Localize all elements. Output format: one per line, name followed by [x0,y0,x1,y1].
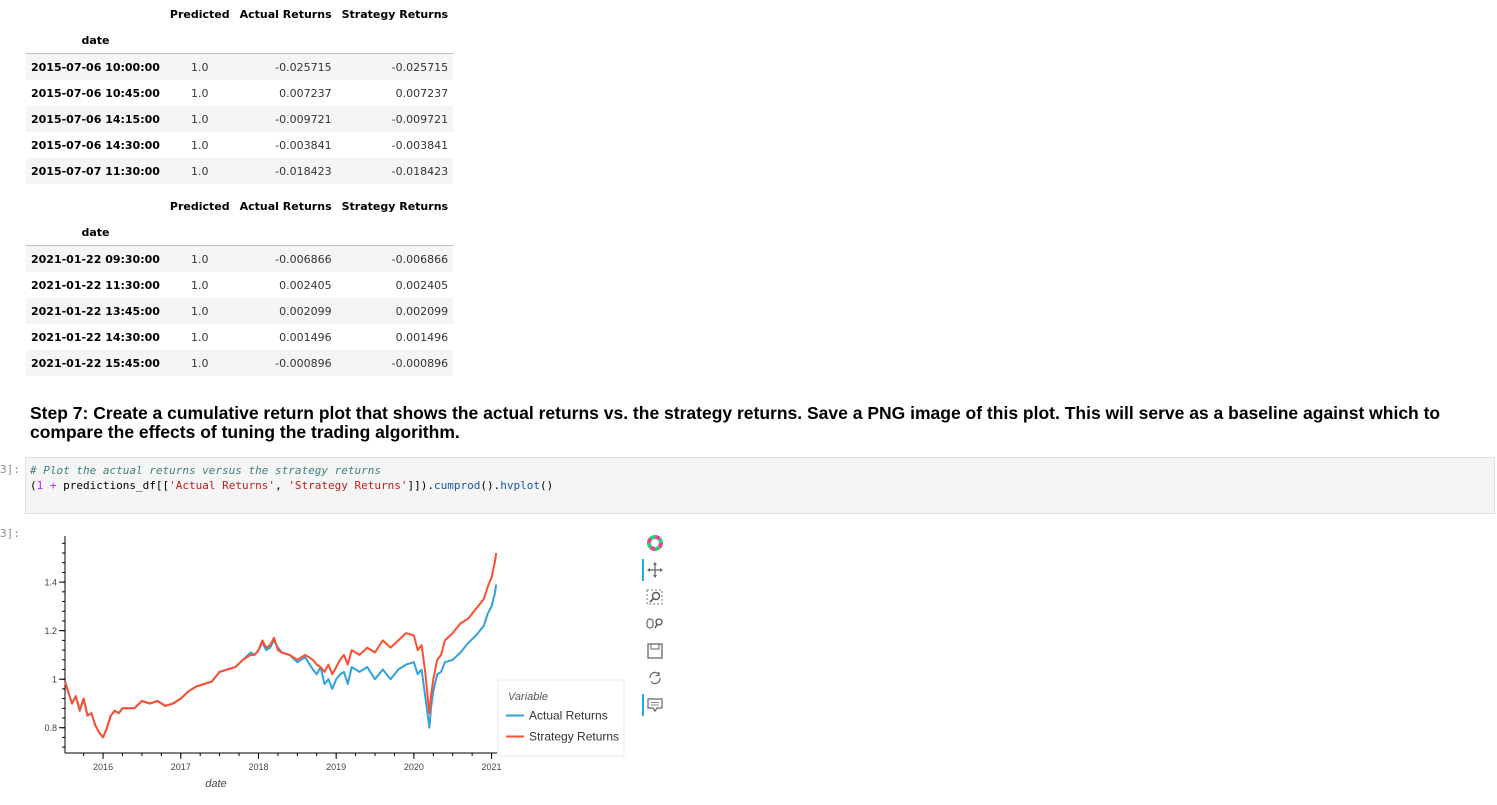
cell-strategy: 0.002099 [395,304,449,318]
cell-strategy: -0.025715 [391,60,449,74]
code-line: (1 + predictions_df[['Actual Returns', '… [30,479,554,492]
code-comment: # Plot the actual returns versus the str… [30,464,381,477]
cell-actual: 0.002405 [279,278,332,292]
cell-actual: 0.007237 [279,86,332,100]
cell-strategy: -0.006866 [391,252,449,266]
index-name-row: date [26,219,454,246]
table-row: 2021-01-22 11:30:00 1.0 0.002405 0.00240… [26,272,453,298]
table-row: 2021-01-22 09:30:00 1.0 -0.006866 -0.006… [26,245,454,272]
legend-box [497,679,625,757]
series-line-strategy-returns [64,552,498,739]
reset-icon[interactable] [642,667,670,689]
chart-axes: 0.8 1 1.2 1.4 2016 2017 2018 2019 2020 2021 date [44,536,502,790]
table-header-row: Predicted Actual Returns Strategy Return… [26,1,453,27]
column-header: Actual Returns [239,199,332,213]
row-index: 2021-01-22 15:45:00 [31,356,160,370]
cell-predicted: 1.0 [191,278,209,292]
row-index: 2015-07-06 10:45:00 [31,86,160,100]
cell-predicted: 1.0 [191,304,209,318]
cell-actual: -0.025715 [275,60,332,74]
cell-predicted: 1.0 [191,60,209,74]
y-tick-label: 1.4 [44,578,57,588]
x-tick-label: 2019 [326,762,346,772]
column-header: Predicted [169,7,230,21]
cell-predicted: 1.0 [191,252,209,266]
cumulative-returns-chart[interactable]: 0.8 1 1.2 1.4 2016 2017 2018 2019 2020 2021 date V… [0,520,640,802]
box-zoom-icon[interactable] [642,586,670,608]
series-line-actual-returns [64,584,498,739]
index-name-row: date [26,27,454,54]
table-row: 2015-07-06 10:00:00 1.0 -0.025715 -0.025… [26,53,454,80]
table-row: 2015-07-06 14:15:00 1.0 -0.009721 -0.009… [26,106,454,132]
index-name: date [26,27,165,54]
bokeh-logo-icon[interactable] [642,532,670,554]
cell-strategy: -0.009721 [391,112,449,126]
cell-strategy: 0.001496 [395,330,449,344]
x-tick-label: 2016 [93,762,113,772]
cell-predicted: 1.0 [191,356,209,370]
table-row: 2021-01-22 13:45:00 1.0 0.002099 0.00209… [26,298,454,324]
y-tick-label: 1.2 [44,626,57,636]
x-tick-label: 2017 [171,762,191,772]
input-prompt: 3]: [0,463,20,476]
row-index: 2021-01-22 14:30:00 [31,330,160,344]
legend-title: Variable [508,691,548,703]
cell-predicted: 1.0 [191,138,209,152]
row-index: 2015-07-06 14:15:00 [31,112,160,126]
chart-legend[interactable]: Variable Actual Returns Strategy Returns [497,679,625,757]
table-row: 2015-07-07 11:30:00 1.0 -0.018423 -0.018… [26,158,454,184]
table-row: 2015-07-06 10:45:00 1.0 0.007237 0.00723… [26,80,453,106]
step-7-heading: Step 7: Create a cumulative return plot … [30,403,1441,442]
column-header: Actual Returns [239,7,332,21]
cell-actual: 0.002099 [279,304,332,318]
cell-strategy: -0.018423 [391,164,449,178]
pan-icon[interactable] [642,559,670,581]
index-name: date [26,219,165,246]
cell-actual: -0.003841 [275,138,332,152]
table-row: 2021-01-22 14:30:00 1.0 0.001496 0.00149… [26,324,453,350]
legend-item-label: Actual Returns [529,709,608,723]
y-tick-label: 0.8 [44,723,57,733]
table-row: 2021-01-22 15:45:00 1.0 -0.000896 -0.000… [26,350,454,376]
cell-actual: -0.006866 [275,252,332,266]
row-index: 2015-07-06 10:00:00 [31,60,160,74]
legend-item-label: Strategy Returns [529,730,619,744]
row-index: 2015-07-06 14:30:00 [31,138,160,152]
hover-icon[interactable] [642,694,670,716]
cell-strategy: 0.007237 [395,86,449,100]
cell-predicted: 1.0 [191,164,209,178]
x-tick-label: 2020 [404,762,424,772]
x-tick-label: 2021 [482,762,502,772]
table-header-row: Predicted Actual Returns Strategy Return… [26,193,453,219]
save-icon[interactable] [642,640,670,662]
cell-actual: -0.000896 [275,356,332,370]
cell-predicted: 1.0 [191,330,209,344]
cell-actual: -0.018423 [275,164,332,178]
row-index: 2021-01-22 11:30:00 [31,278,160,292]
wheel-zoom-icon[interactable] [642,613,670,635]
cell-predicted: 1.0 [191,86,209,100]
dataframe-head-table: Predicted Actual Returns Strategy Return… [26,1,454,184]
x-tick-label: 2018 [248,762,268,772]
column-header: Strategy Returns [341,7,449,21]
cell-actual: 0.001496 [279,330,332,344]
row-index: 2021-01-22 13:45:00 [31,304,160,318]
dataframe-tail-table: Predicted Actual Returns Strategy Return… [26,193,454,376]
cell-actual: -0.009721 [275,112,332,126]
column-header: Strategy Returns [341,199,449,213]
output-prompt: 3]: [0,527,20,540]
cell-strategy: -0.000896 [391,356,449,370]
y-tick-label: 1 [52,675,57,685]
cell-strategy: -0.003841 [391,138,449,152]
row-index: 2015-07-07 11:30:00 [31,164,160,178]
row-index: 2021-01-22 09:30:00 [31,252,160,266]
table-row: 2015-07-06 14:30:00 1.0 -0.003841 -0.003… [26,132,453,158]
chart-series [64,552,498,739]
code-cell-editor[interactable]: # Plot the actual returns versus the str… [25,457,1495,514]
cell-predicted: 1.0 [191,112,209,126]
column-header: Predicted [169,199,230,213]
cell-strategy: 0.002405 [395,278,449,292]
x-axis-label: date [205,778,226,790]
